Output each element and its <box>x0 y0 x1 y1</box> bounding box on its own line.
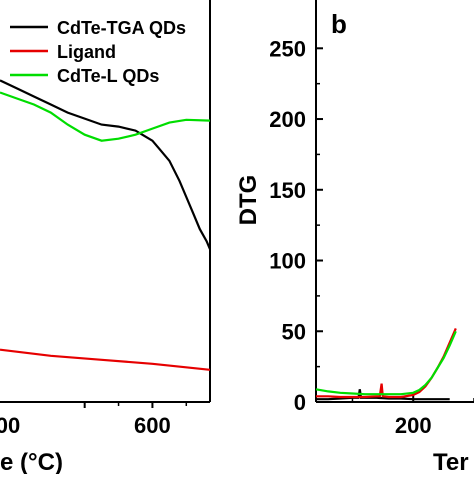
panel-b-x-axis-label: Ter <box>433 449 469 474</box>
panel-b-y-tick-label: 200 <box>269 107 306 132</box>
panel-b-y-tick-label: 50 <box>282 319 306 344</box>
panel-b-y-tick-label: 100 <box>269 249 306 274</box>
legend-label: CdTe-TGA QDs <box>57 18 186 38</box>
panel-b-x-tick-label: 200 <box>395 413 432 438</box>
panel-a-x-axis-label: e (°C) <box>0 449 63 474</box>
panel-b-y-axis-label: DTG <box>235 175 262 226</box>
panel-b-y-tick-label: 0 <box>294 390 306 415</box>
panel-b: 0 50 100 150 200 250 200 b DTG Ter <box>235 0 474 476</box>
panel-b-y-tick-label: 150 <box>269 178 306 203</box>
panel-b-letter: b <box>331 9 347 39</box>
legend: CdTe-TGA QDs Ligand CdTe-L QDs <box>10 18 186 86</box>
panel-b-series-line <box>315 330 457 396</box>
panel-a: 00 600 e (°C) CdTe-TGA QDs Ligand CdTe-L QDs <box>0 0 212 476</box>
panel-a-series-line <box>0 91 211 142</box>
legend-label: CdTe-L QDs <box>57 66 159 86</box>
panel-a-series-line <box>0 348 211 371</box>
panel-a-x-tick-label: 600 <box>134 413 171 438</box>
panel-b-y-tick-label: 250 <box>269 36 306 61</box>
panel-a-x-tick-label: 00 <box>0 413 20 438</box>
panel-a-series-line <box>0 79 212 250</box>
legend-label: Ligand <box>57 42 116 62</box>
panel-b-series-line <box>316 327 457 399</box>
